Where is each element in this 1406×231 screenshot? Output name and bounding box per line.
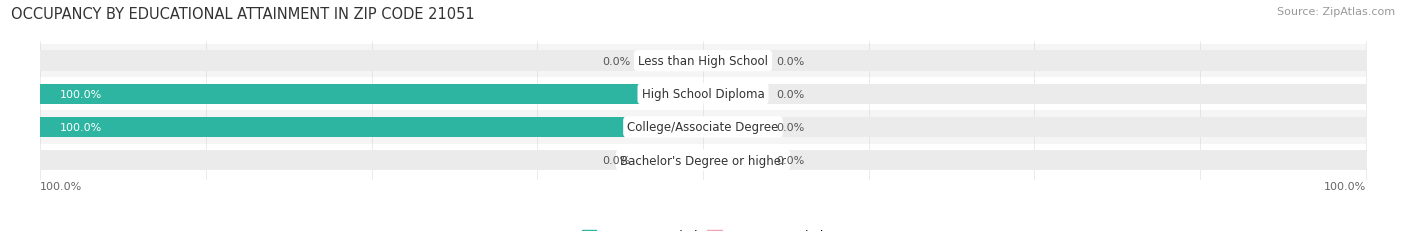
Bar <box>703 150 756 171</box>
Text: Source: ZipAtlas.com: Source: ZipAtlas.com <box>1277 7 1395 17</box>
Text: College/Associate Degree: College/Associate Degree <box>627 121 779 134</box>
Text: High School Diploma: High School Diploma <box>641 88 765 101</box>
Bar <box>41 45 1365 78</box>
Bar <box>41 78 1365 111</box>
Bar <box>41 84 703 105</box>
Text: 0.0%: 0.0% <box>776 155 804 165</box>
Text: 100.0%: 100.0% <box>60 89 103 99</box>
Text: 100.0%: 100.0% <box>60 122 103 132</box>
Text: Less than High School: Less than High School <box>638 55 768 68</box>
Bar <box>650 150 703 171</box>
Text: 0.0%: 0.0% <box>602 155 630 165</box>
Text: 0.0%: 0.0% <box>776 122 804 132</box>
Text: OCCUPANCY BY EDUCATIONAL ATTAINMENT IN ZIP CODE 21051: OCCUPANCY BY EDUCATIONAL ATTAINMENT IN Z… <box>11 7 475 22</box>
Text: 0.0%: 0.0% <box>776 56 804 66</box>
Text: 100.0%: 100.0% <box>41 181 83 191</box>
Bar <box>703 51 1365 72</box>
Text: 0.0%: 0.0% <box>602 56 630 66</box>
Bar <box>703 150 1365 171</box>
Bar <box>703 117 1365 138</box>
Bar <box>41 51 703 72</box>
Text: 100.0%: 100.0% <box>1323 181 1365 191</box>
Bar <box>41 150 703 171</box>
Bar <box>41 111 1365 144</box>
Bar <box>703 84 756 105</box>
Bar <box>703 84 1365 105</box>
Legend: Owner-occupied, Renter-occupied: Owner-occupied, Renter-occupied <box>578 224 828 231</box>
Bar <box>41 84 703 105</box>
Text: Bachelor's Degree or higher: Bachelor's Degree or higher <box>620 154 786 167</box>
Text: 0.0%: 0.0% <box>776 89 804 99</box>
Bar <box>703 51 756 72</box>
Bar <box>41 117 703 138</box>
Bar <box>703 117 756 138</box>
Bar <box>650 51 703 72</box>
Bar <box>41 144 1365 177</box>
Bar <box>41 117 703 138</box>
